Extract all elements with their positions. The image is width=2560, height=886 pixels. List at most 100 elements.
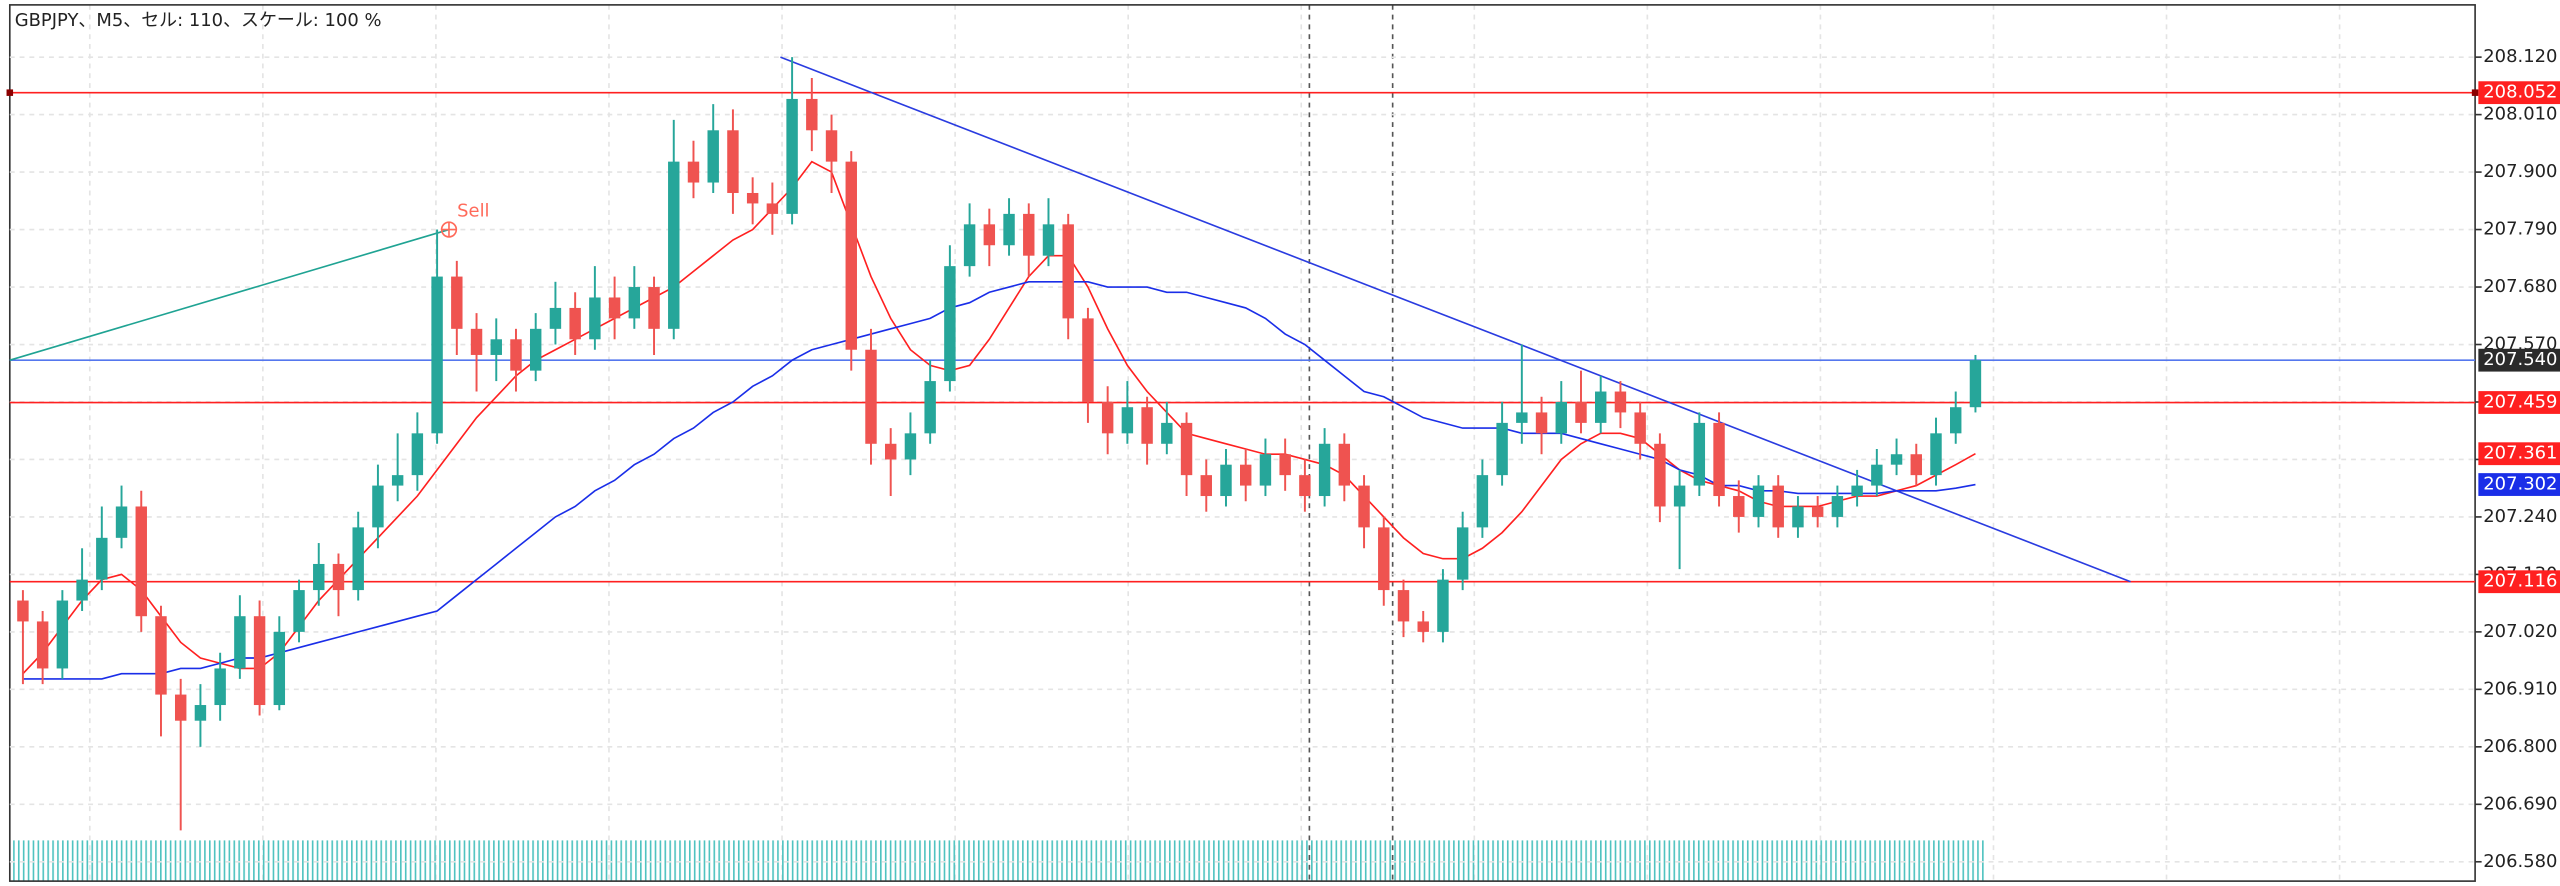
candle-body [668, 161, 680, 329]
candle-body [470, 328, 483, 355]
candle-body [253, 616, 266, 706]
candle-body [865, 349, 877, 444]
candle-body [746, 192, 759, 204]
price-box-label: 207.302 [2483, 474, 2557, 495]
candle-body [1673, 485, 1686, 507]
candle-body [766, 203, 779, 214]
y-tick-label: 206.910 [2483, 678, 2557, 699]
candle-body [1555, 401, 1567, 434]
candle-body [1792, 506, 1804, 528]
price-box-label: 208.052 [2483, 82, 2557, 103]
y-tick-label: 207.900 [2483, 161, 2557, 182]
candle-body [569, 307, 581, 340]
trendline [9, 228, 450, 361]
candle-body [1417, 621, 1429, 632]
candle-body [1200, 475, 1212, 497]
candle-body [313, 563, 325, 591]
candle-body [36, 621, 49, 669]
candle-body [944, 266, 956, 382]
price-box [2478, 570, 2560, 594]
plot-frame [8, 4, 2476, 882]
level-marker [2471, 89, 2479, 96]
candle-body [1496, 422, 1508, 476]
candle-body [96, 537, 108, 580]
candle-body [352, 527, 364, 591]
candle-body [1930, 433, 1942, 476]
candle-body [1969, 360, 1982, 408]
price-box-label: 207.540 [2483, 349, 2557, 370]
candle-body [1023, 213, 1035, 256]
candle-body [707, 130, 719, 183]
candle-body [687, 161, 700, 183]
candle-body [1003, 213, 1015, 246]
price-box [2478, 81, 2560, 105]
candle-body [1634, 412, 1646, 444]
candle-body [1121, 407, 1134, 434]
candle-body [825, 130, 838, 162]
candle-body [1042, 224, 1055, 256]
candle-body [727, 130, 739, 193]
candle-body [1299, 475, 1311, 497]
candle-body [1318, 443, 1331, 497]
y-tick-label: 206.690 [2483, 793, 2557, 814]
candle-body [1614, 391, 1627, 413]
candle-body [1082, 318, 1094, 402]
candle-body [234, 616, 246, 669]
candle-body [1752, 485, 1765, 517]
candle-body [1713, 422, 1725, 497]
candle-body [845, 161, 857, 350]
candle-body [786, 98, 798, 214]
candle-body [1338, 443, 1351, 486]
candle-body [1358, 485, 1370, 528]
candle-body [115, 506, 128, 538]
candle-body [529, 328, 542, 371]
signal-label: Sell [457, 201, 489, 222]
candle-body [1851, 485, 1863, 497]
candle-body [1831, 496, 1844, 517]
candle-body [1910, 454, 1922, 476]
moving-average [22, 160, 1976, 675]
y-tick-label: 207.680 [2483, 276, 2557, 297]
candle-body [1693, 422, 1706, 486]
candle-body [1456, 527, 1469, 580]
candle-body [155, 616, 167, 695]
candle-body [1516, 412, 1528, 423]
candle-body [510, 339, 522, 371]
candle-body [1378, 527, 1390, 591]
candle-body [214, 668, 226, 706]
candle-body [1437, 579, 1449, 632]
candle-body [411, 433, 424, 476]
candle-body [135, 506, 147, 617]
candle-body [589, 297, 601, 340]
candle-body [1595, 391, 1607, 423]
trendline [780, 56, 2131, 583]
price-box [2478, 391, 2560, 414]
candle-body [1141, 407, 1153, 444]
y-tick-label: 207.790 [2483, 219, 2557, 240]
candle-body [431, 276, 443, 434]
candle-body [1772, 485, 1784, 528]
price-box [2478, 473, 2560, 496]
y-tick-label: 206.580 [2483, 851, 2557, 872]
candle-body [924, 381, 936, 434]
candle-body [1259, 454, 1272, 486]
candle-body [983, 224, 996, 246]
y-tick-label: 208.120 [2483, 46, 2557, 67]
candle-body [648, 287, 660, 329]
candle-body [451, 276, 463, 329]
candle-body [1240, 464, 1252, 486]
candle-body [1535, 412, 1548, 434]
candle-body [1062, 224, 1074, 319]
candle-body [490, 339, 502, 355]
candle-body [1811, 506, 1824, 517]
price-box-label: 207.459 [2483, 392, 2557, 413]
candle-body [174, 694, 187, 721]
candle-body [17, 600, 29, 622]
candle-body [56, 600, 69, 669]
candle-body [806, 98, 818, 131]
candle-body [1950, 407, 1962, 434]
candle-body [1476, 475, 1489, 528]
